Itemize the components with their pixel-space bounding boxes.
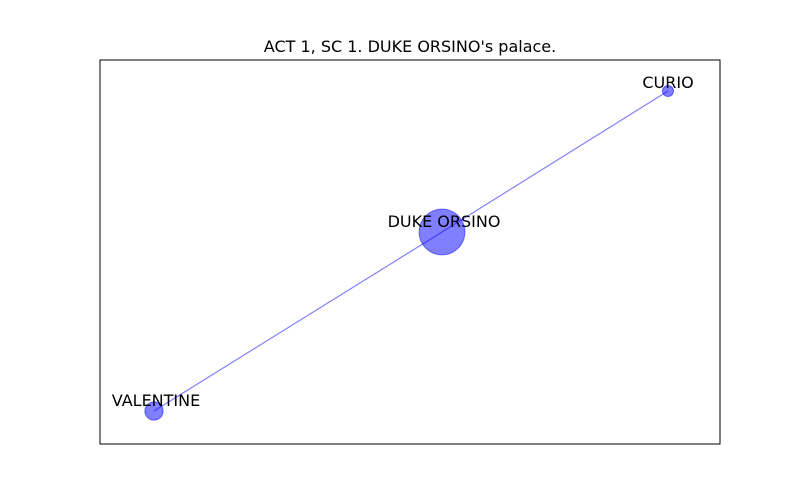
plot-frame <box>99 59 721 445</box>
nodes-layer <box>144 85 674 421</box>
node-label-valentine: VALENTINE <box>112 391 200 410</box>
node-duke-orsino <box>418 208 466 256</box>
edge-duke-orsino-valentine <box>153 231 443 412</box>
node-label-curio: CURIO <box>642 73 693 92</box>
figure-title: ACT 1, SC 1. DUKE ORSINO's palace. <box>264 37 556 56</box>
node-valentine <box>144 401 164 421</box>
labels-layer: CURIO DUKE ORSINO VALENTINE <box>112 73 694 410</box>
edges-layer <box>153 90 669 412</box>
edge-duke-orsino-curio <box>441 90 669 233</box>
node-curio <box>662 85 674 97</box>
node-label-duke-orsino: DUKE ORSINO <box>388 212 501 231</box>
